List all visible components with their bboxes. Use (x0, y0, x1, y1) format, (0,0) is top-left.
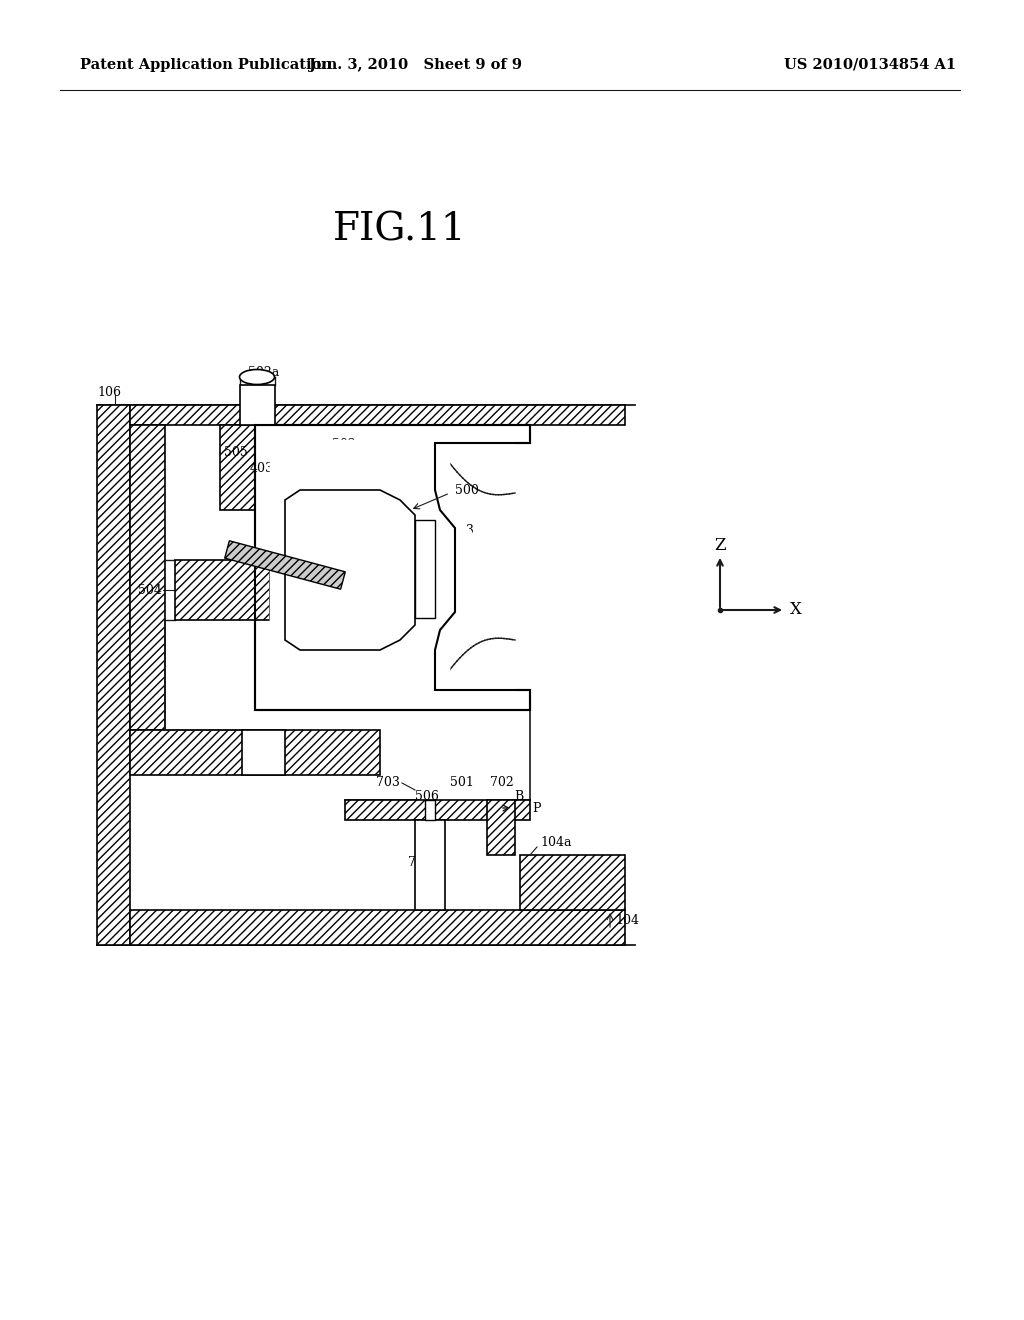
Text: 500: 500 (455, 483, 479, 496)
Polygon shape (220, 425, 255, 510)
Polygon shape (175, 560, 270, 620)
Polygon shape (415, 520, 435, 618)
Text: 702: 702 (490, 776, 514, 789)
Text: 104a: 104a (540, 837, 571, 850)
Polygon shape (520, 855, 625, 909)
Text: X: X (790, 602, 802, 619)
Text: 501: 501 (450, 776, 474, 789)
Text: 704: 704 (408, 857, 432, 870)
Text: 502a: 502a (248, 367, 280, 380)
Text: B: B (514, 791, 523, 804)
Ellipse shape (240, 370, 274, 384)
Polygon shape (270, 440, 515, 696)
Text: 502: 502 (332, 438, 355, 451)
Polygon shape (255, 425, 530, 710)
Text: 504: 504 (138, 583, 162, 597)
Polygon shape (285, 490, 415, 649)
Text: P: P (532, 801, 541, 814)
Polygon shape (130, 405, 625, 425)
Text: Jun. 3, 2010   Sheet 9 of 9: Jun. 3, 2010 Sheet 9 of 9 (308, 58, 521, 73)
Text: 403: 403 (270, 441, 294, 454)
Polygon shape (242, 730, 285, 775)
Text: 506: 506 (415, 789, 439, 803)
Text: Z: Z (715, 536, 726, 553)
Text: US 2010/0134854 A1: US 2010/0134854 A1 (784, 58, 956, 73)
Text: 104: 104 (615, 913, 639, 927)
Polygon shape (240, 385, 275, 425)
Text: 505: 505 (224, 446, 248, 458)
Text: Patent Application Publication: Patent Application Publication (80, 58, 332, 73)
Polygon shape (130, 425, 165, 730)
Polygon shape (487, 800, 515, 855)
Polygon shape (130, 909, 625, 945)
Polygon shape (415, 820, 445, 909)
Text: 503: 503 (450, 524, 474, 536)
Polygon shape (97, 405, 130, 945)
Text: FIG.11: FIG.11 (333, 211, 467, 248)
Text: 403a: 403a (250, 462, 282, 474)
Polygon shape (130, 730, 380, 775)
Polygon shape (425, 800, 435, 820)
Polygon shape (345, 800, 530, 820)
Text: 703: 703 (376, 776, 400, 789)
Polygon shape (224, 541, 345, 589)
Text: 106: 106 (97, 387, 121, 400)
